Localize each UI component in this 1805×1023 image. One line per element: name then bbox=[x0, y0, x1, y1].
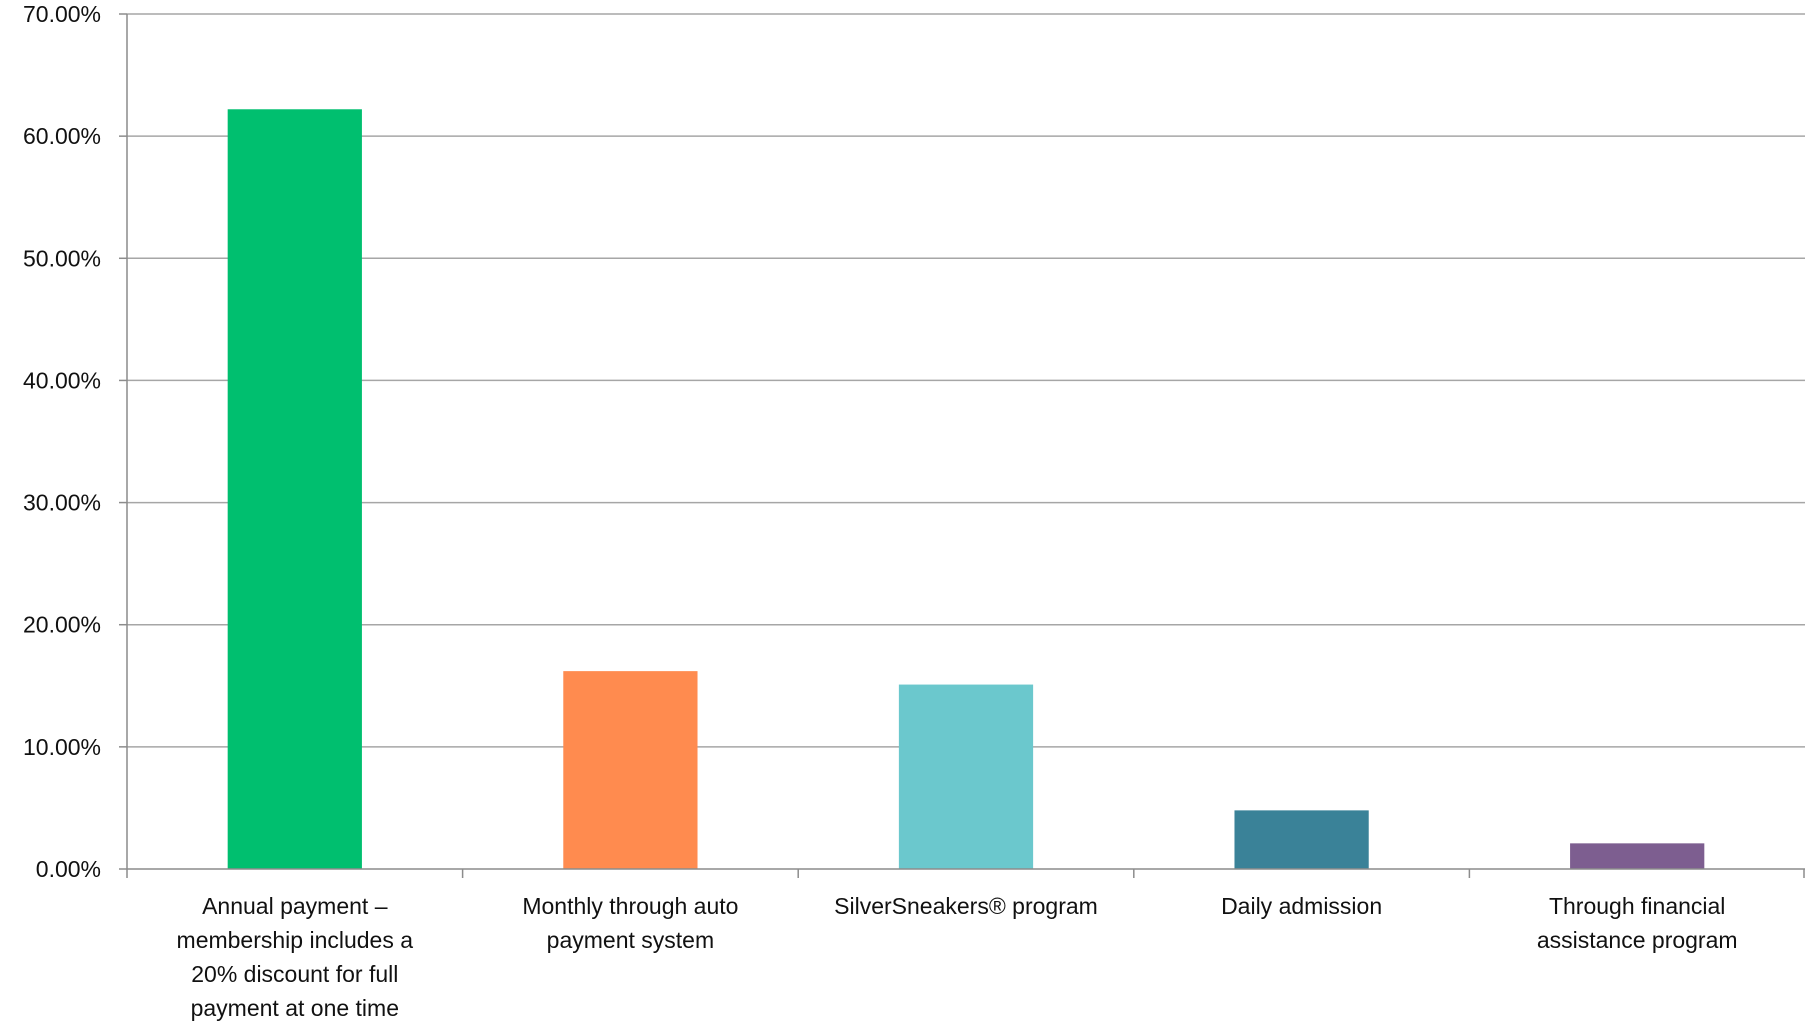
y-tick-label: 70.00% bbox=[23, 1, 101, 27]
bar bbox=[1234, 810, 1368, 869]
x-category-label-line: Daily admission bbox=[1221, 893, 1382, 919]
x-category-label: Daily admission bbox=[1221, 893, 1382, 919]
x-category-label: Monthly through auto payment system bbox=[522, 893, 738, 953]
x-category-label: Annual payment – membership includes a 20%… bbox=[177, 893, 414, 1021]
y-tick-label: 60.00% bbox=[23, 123, 101, 149]
bar bbox=[563, 671, 697, 869]
bars bbox=[228, 109, 1705, 869]
y-tick-label: 30.00% bbox=[23, 490, 101, 516]
y-tick-label: 10.00% bbox=[23, 734, 101, 760]
x-category-label-line: payment at one time bbox=[191, 995, 399, 1021]
x-category-label-line: assistance program bbox=[1537, 927, 1738, 953]
y-tick-labels: 0.00% 10.00% 20.00% 30.00% 40.00% 50.00% 60.00… bbox=[23, 1, 101, 882]
y-tick-label: 0.00% bbox=[36, 856, 101, 882]
y-tick-label: 50.00% bbox=[23, 245, 101, 271]
x-category-label: SilverSneakers® program bbox=[834, 893, 1098, 919]
x-category-label-line: Through financial bbox=[1549, 893, 1725, 919]
x-category-label-line: payment system bbox=[547, 927, 714, 953]
y-tick-label: 20.00% bbox=[23, 612, 101, 638]
bar bbox=[899, 685, 1033, 869]
category-labels: Annual payment – membership includes a 20%… bbox=[177, 893, 1738, 1021]
y-tick-label: 40.00% bbox=[23, 367, 101, 393]
x-category-label: Through financial assistance program bbox=[1537, 893, 1738, 953]
x-category-label-line: 20% discount for full bbox=[191, 961, 398, 987]
bar bbox=[228, 109, 362, 869]
x-category-label-line: SilverSneakers® program bbox=[834, 893, 1098, 919]
x-category-label-line: Annual payment – bbox=[202, 893, 388, 919]
x-category-label-line: Monthly through auto bbox=[522, 893, 738, 919]
bar bbox=[1570, 843, 1704, 869]
x-category-label-line: membership includes a bbox=[177, 927, 414, 953]
